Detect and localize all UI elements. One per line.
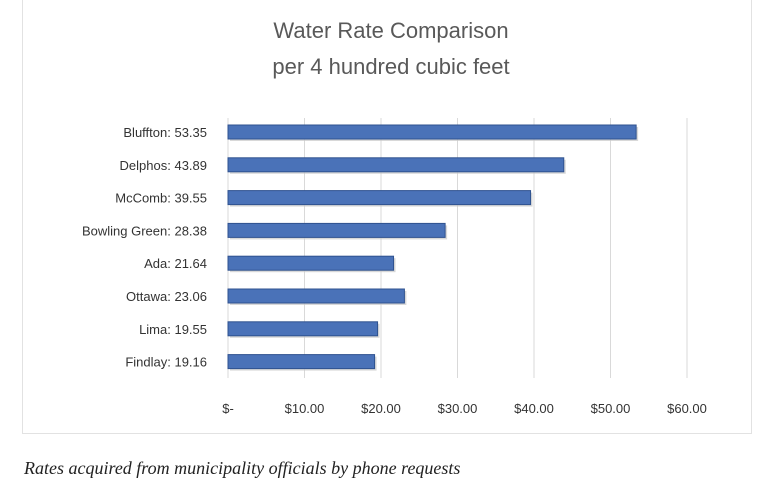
x-tick-label: $30.00 bbox=[438, 401, 478, 416]
x-tick-label: $60.00 bbox=[667, 401, 707, 416]
x-tick-label: $- bbox=[222, 401, 234, 416]
bar bbox=[227, 321, 379, 337]
bar bbox=[227, 157, 565, 173]
category-labels: Bluffton: 53.35 Delphos: 43.89 McComb: 39.… bbox=[82, 125, 207, 370]
chart-title: Water Rate Comparison bbox=[273, 18, 508, 43]
category-label: McComb: 39.55 bbox=[115, 191, 207, 206]
category-label: Bluffton: 53.35 bbox=[123, 125, 207, 140]
bars bbox=[227, 124, 639, 371]
chart-frame: Water Rate Comparison per 4 hundred cubi… bbox=[22, 0, 752, 434]
category-label: Delphos: 43.89 bbox=[120, 158, 207, 173]
bar bbox=[227, 255, 395, 271]
bar bbox=[227, 222, 446, 238]
bar bbox=[227, 190, 532, 206]
chart-subtitle: per 4 hundred cubic feet bbox=[272, 54, 509, 79]
bar bbox=[227, 354, 376, 370]
bar bbox=[227, 288, 405, 304]
gridlines bbox=[227, 118, 688, 378]
category-label: Findlay: 19.16 bbox=[125, 355, 207, 370]
x-tick-label: $40.00 bbox=[514, 401, 554, 416]
category-label: Ada: 21.64 bbox=[144, 256, 207, 271]
x-tick-label: $50.00 bbox=[591, 401, 631, 416]
x-tick-label: $10.00 bbox=[285, 401, 325, 416]
bar bbox=[227, 124, 637, 140]
category-label: Lima: 19.55 bbox=[139, 322, 207, 337]
chart-caption: Rates acquired from municipality officia… bbox=[24, 458, 461, 478]
x-axis-tick-labels: $- $10.00 $20.00 $30.00 $40.00 $50.00 $60.00 bbox=[222, 401, 707, 416]
category-label: Ottawa: 23.06 bbox=[126, 289, 207, 304]
bar-chart: Water Rate Comparison per 4 hundred cubi… bbox=[82, 18, 707, 416]
category-label: Bowling Green: 28.38 bbox=[82, 223, 207, 238]
x-tick-label: $20.00 bbox=[361, 401, 401, 416]
